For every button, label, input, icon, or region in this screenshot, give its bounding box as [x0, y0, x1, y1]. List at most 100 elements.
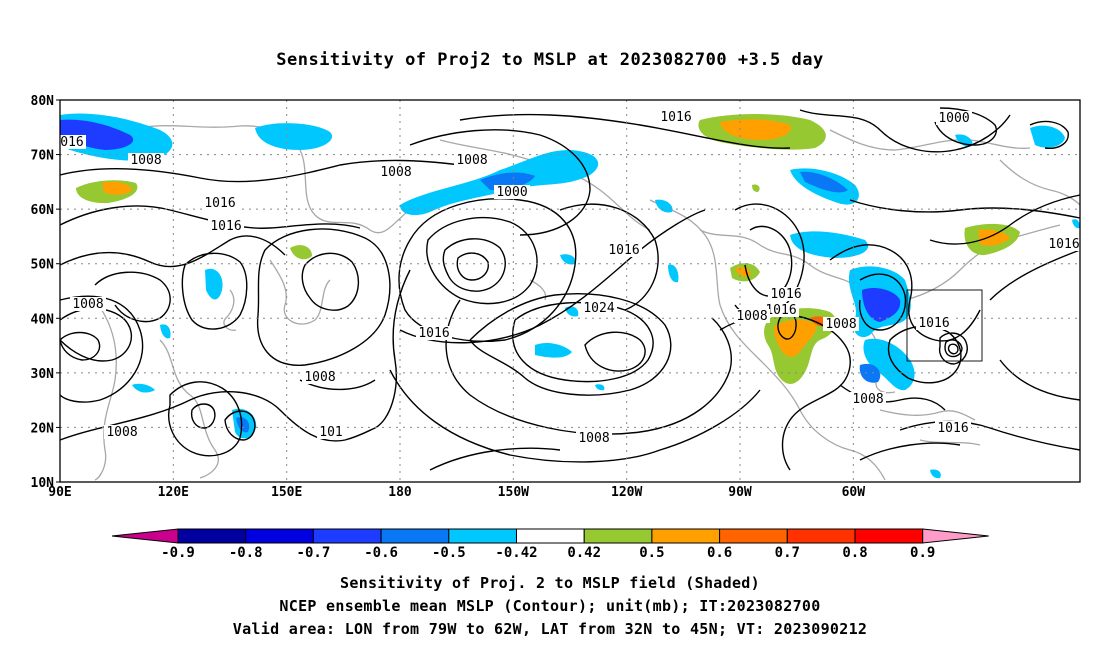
- contour-label-bg: [1046, 237, 1082, 251]
- colorbar-label: -0.9: [161, 545, 195, 561]
- contour-label-bg: [416, 326, 452, 340]
- colorbar-segment: [786, 528, 856, 544]
- contour-label: 1016: [918, 316, 949, 331]
- contour-label-bg: [378, 165, 414, 179]
- chart-title: Sensitivity of Proj2 to MSLP at 20230827…: [276, 50, 824, 70]
- contour-label-bg: [734, 309, 770, 323]
- lon-label: 90E: [48, 485, 71, 500]
- colorbar: [111, 528, 989, 544]
- colorbar-segment: [312, 528, 382, 544]
- contour-label: 101: [319, 425, 342, 440]
- contour-label-bg: [317, 425, 345, 439]
- contour-label: 1016: [608, 243, 639, 258]
- lat-label: 50N: [31, 258, 55, 273]
- lon-label: 150E: [271, 485, 302, 500]
- contour-label-bg: [936, 111, 972, 125]
- contour-label: 1008: [72, 297, 103, 312]
- colorbar-label: 0.42: [567, 545, 601, 561]
- contour-label: 1016: [937, 421, 968, 436]
- contour-label-bg: [454, 153, 490, 167]
- contour-label: 1024: [583, 301, 614, 316]
- lon-label: 120W: [611, 485, 642, 500]
- lon-label: 90W: [728, 485, 752, 500]
- lat-label: 80N: [31, 94, 55, 109]
- colorbar-label: 0.7: [775, 545, 800, 561]
- colorbar-label: 0.6: [707, 545, 732, 561]
- contour-label: 1008: [130, 153, 161, 168]
- contour-label-bg: [658, 110, 694, 124]
- contour-label-bg: [935, 421, 971, 435]
- lat-label: 70N: [31, 149, 55, 164]
- contour-label: 1008: [380, 165, 411, 180]
- contour-label-bg: [606, 243, 642, 257]
- colorbar-segment: [516, 528, 585, 544]
- colorbar-segment: [245, 528, 314, 544]
- colorbar-label: -0.7: [297, 545, 331, 561]
- colorbar-segment: [651, 528, 721, 544]
- contour-label-bg: [104, 425, 140, 439]
- contour-label: 1016: [1048, 237, 1079, 252]
- colorbar-label: -0.5: [432, 545, 466, 561]
- latitude-labels: 80N 70N 60N 50N 40N 30N 20N 10N: [31, 94, 60, 491]
- positive-sensitivity-shading: [76, 114, 1020, 384]
- contour-label: 1008: [736, 309, 767, 324]
- contour-label-bg: [70, 297, 106, 311]
- contour-label-bg: [494, 185, 530, 199]
- contour-label-bg: [576, 431, 612, 445]
- contour-label: 1008: [304, 370, 335, 385]
- colorbar-label: -0.8: [229, 545, 263, 561]
- lat-label: 60N: [31, 203, 55, 218]
- colorbar-segment: [448, 528, 517, 544]
- contour-label-bg: [823, 317, 859, 331]
- lon-label: 150W: [498, 485, 529, 500]
- colorbar-segment: [854, 528, 924, 544]
- colorbar-label: 0.8: [842, 545, 867, 561]
- contour-label: 1008: [106, 425, 137, 440]
- lat-label: 30N: [31, 367, 55, 382]
- lon-label: 60W: [842, 485, 866, 500]
- contour-label-bg: [58, 135, 86, 149]
- lon-label: 180: [388, 485, 412, 500]
- contour-label: 1008: [456, 153, 487, 168]
- caption-line-1: Sensitivity of Proj. 2 to MSLP field (Sh…: [340, 574, 760, 592]
- colorbar-arrow-left: [111, 528, 179, 544]
- contour-label: 1016: [204, 196, 235, 211]
- contour-label-bg: [581, 301, 617, 315]
- colorbar-label: 0.9: [910, 545, 935, 561]
- contour-label: 1016: [660, 110, 691, 125]
- contour-label-bg: [763, 303, 799, 317]
- contour-label: 1016: [418, 326, 449, 341]
- contour-label-bg: [302, 370, 338, 384]
- contour-label: 1008: [578, 431, 609, 446]
- contour-label-bg: [202, 196, 238, 210]
- colorbar-label: -0.6: [364, 545, 398, 561]
- colorbar-arrow-right: [922, 528, 989, 544]
- lat-label: 20N: [31, 421, 55, 436]
- colorbar-segment: [719, 528, 788, 544]
- longitude-labels: 90E 120E 150E 180 150W 120W 90W 60W: [48, 485, 865, 500]
- caption-line-2: NCEP ensemble mean MSLP (Contour); unit(…: [279, 597, 821, 615]
- contour-label: 1016: [210, 219, 241, 234]
- contour-label-bg: [128, 153, 164, 167]
- contour-label-bg: [208, 219, 244, 233]
- colorbar-segment: [177, 528, 247, 544]
- contour-label: 1008: [852, 392, 883, 407]
- contour-label: 016: [60, 135, 83, 150]
- contour-label: 1016: [765, 303, 796, 318]
- contour-label: 1000: [496, 185, 527, 200]
- colorbar-label: 0.5: [639, 545, 664, 561]
- contour-label-bg: [768, 287, 804, 301]
- contour-label: 1000: [938, 111, 969, 126]
- contour-label: 1008: [825, 317, 856, 332]
- contour-label-bg: [850, 392, 886, 406]
- lat-label: 40N: [31, 312, 55, 327]
- colorbar-segment: [583, 528, 653, 544]
- colorbar-labels: -0.9 -0.8 -0.7 -0.6 -0.5 -0.42 0.42 0.5 0.6 0.7 0.…: [161, 545, 935, 561]
- contour-label: 1016: [770, 287, 801, 302]
- caption-line-3: Valid area: LON from 79W to 62W, LAT fro…: [232, 620, 868, 638]
- lat-label: 10N: [31, 476, 55, 491]
- map-frame: [59, 99, 1081, 483]
- colorbar-label: -0.42: [495, 545, 537, 561]
